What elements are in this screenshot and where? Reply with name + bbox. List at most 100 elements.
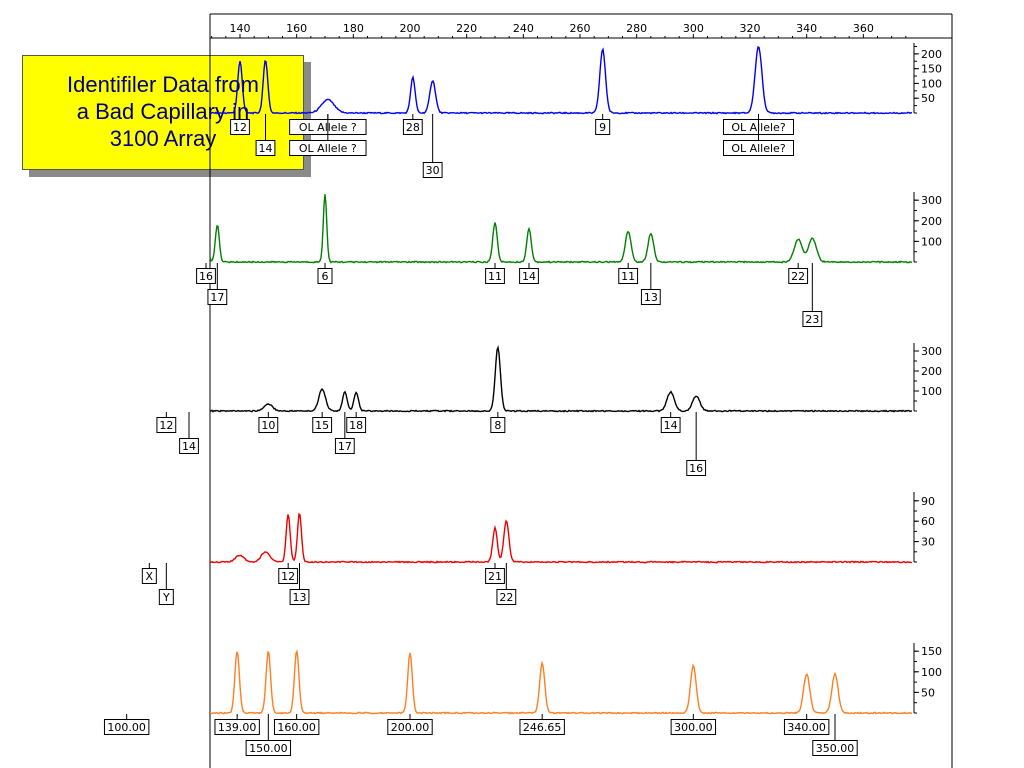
allele-box xyxy=(723,140,794,156)
y-tick-label: 200 xyxy=(921,365,942,378)
allele-label: 300.00 xyxy=(670,714,717,735)
allele-label: OL Allele? xyxy=(723,114,794,156)
allele-text: 6 xyxy=(322,270,329,283)
x-tick-label: 340 xyxy=(796,22,817,35)
allele-label: 14 xyxy=(255,114,276,156)
allele-box xyxy=(255,140,276,156)
allele-box xyxy=(387,719,433,735)
allele-label: 18 xyxy=(346,412,367,433)
allele-text: 22 xyxy=(791,270,805,283)
allele-text: 150.00 xyxy=(249,742,288,755)
allele-box xyxy=(289,589,310,605)
allele-label: Y xyxy=(158,563,174,605)
allele-text: Y xyxy=(162,591,170,604)
allele-text: 11 xyxy=(621,270,635,283)
y-tick-label: 100 xyxy=(921,385,942,398)
allele-box xyxy=(660,417,681,433)
allele-label: 14 xyxy=(660,412,681,433)
allele-text: 28 xyxy=(406,121,420,134)
allele-text: 12 xyxy=(233,121,247,134)
allele-text: 17 xyxy=(338,440,352,453)
allele-box xyxy=(346,417,367,433)
y-tick-label: 30 xyxy=(921,536,935,549)
allele-label: 12 xyxy=(156,412,177,433)
x-tick-label: 260 xyxy=(570,22,591,35)
allele-text: 16 xyxy=(689,462,703,475)
allele-text: 14 xyxy=(664,419,678,432)
allele-text: 200.00 xyxy=(391,721,430,734)
allele-label: 15 xyxy=(312,412,333,433)
x-axis: 80 100 120 140 160 180 200 220 240 260 280 300 320 34… xyxy=(116,22,952,39)
trace-green xyxy=(209,194,913,264)
trace-orange xyxy=(210,649,913,715)
allele-box xyxy=(179,438,199,454)
x-tick-label: 180 xyxy=(343,22,364,35)
allele-text: 15 xyxy=(315,419,329,432)
allele-text: X xyxy=(146,570,154,583)
allele-box xyxy=(485,568,505,584)
allele-box xyxy=(289,140,367,156)
allele-text: 139.00 xyxy=(218,721,257,734)
allele-label: 17 xyxy=(207,263,228,305)
allele-label: 30 xyxy=(422,114,443,178)
y-tick-label: 150 xyxy=(921,63,942,76)
x-tick-label: 300 xyxy=(683,22,704,35)
callout-text: Identifiler Data from a Bad Capillary in… xyxy=(67,72,259,151)
allele-label: X xyxy=(141,563,157,584)
y-axis-green: 100 200 300 xyxy=(913,192,942,263)
allele-box xyxy=(273,719,320,735)
allele-text: 11 xyxy=(488,270,502,283)
allele-text: OL Allele? xyxy=(731,142,786,155)
y-tick-label: 90 xyxy=(921,495,935,508)
allele-text: 14 xyxy=(522,270,536,283)
x-tick-label: 280 xyxy=(626,22,647,35)
allele-label: 9 xyxy=(595,114,611,135)
allele-label: 22 xyxy=(788,263,809,284)
allele-label: 340.00 xyxy=(783,714,830,735)
allele-box xyxy=(788,268,809,284)
panel-green: 100 200 300 16 17 6 11 14 11 13 22 23 xyxy=(196,192,942,327)
allele-label: 139.00 xyxy=(214,714,260,735)
allele-label: 13 xyxy=(640,263,661,305)
allele-label: 350.00 xyxy=(812,714,858,756)
allele-label: 14 xyxy=(519,263,539,284)
allele-text: 21 xyxy=(488,570,502,583)
y-tick-label: 100 xyxy=(921,666,942,679)
allele-box xyxy=(334,438,355,454)
allele-label: 12 xyxy=(230,114,250,135)
allele-text: 17 xyxy=(210,291,224,304)
allele-box xyxy=(103,719,150,735)
allele-text: 13 xyxy=(293,591,307,604)
x-tick-label: 200 xyxy=(400,22,421,35)
allele-text: OL Allele ? xyxy=(299,142,357,155)
allele-label: 22 xyxy=(496,563,517,605)
x-tick-label: 320 xyxy=(740,22,761,35)
y-axis-red: 30 60 90 xyxy=(913,492,935,563)
allele-label: 14 xyxy=(179,412,199,454)
allele-box xyxy=(519,268,539,284)
x-tick-label: 240 xyxy=(513,22,534,35)
trace-red xyxy=(209,512,913,564)
allele-label: 11 xyxy=(618,263,639,284)
allele-label: 6 xyxy=(317,263,333,284)
allele-text: 23 xyxy=(805,313,819,326)
panel-orange: 50 100 150 100.00 139.00 150.00 160.00 200.00 24… xyxy=(103,643,942,756)
allele-box xyxy=(686,460,707,476)
allele-label: 200.00 xyxy=(387,714,433,735)
x-tick-label: 100 xyxy=(116,22,137,35)
y-tick-label: 50 xyxy=(921,686,935,699)
x-tick-label: 160 xyxy=(286,22,307,35)
y-tick-label: 200 xyxy=(921,48,942,61)
y-tick-label: 100 xyxy=(921,77,942,90)
trace-black xyxy=(209,345,913,413)
allele-box xyxy=(595,119,611,135)
x-tick-label: 120 xyxy=(173,22,194,35)
panel-red: 30 60 90 XY 12 13 21 22 xyxy=(141,492,935,605)
x-tick-label: 360 xyxy=(853,22,874,35)
allele-text: 12 xyxy=(281,570,295,583)
allele-box xyxy=(214,719,260,735)
allele-box xyxy=(519,719,565,735)
allele-box xyxy=(278,568,299,584)
allele-box xyxy=(812,740,858,756)
